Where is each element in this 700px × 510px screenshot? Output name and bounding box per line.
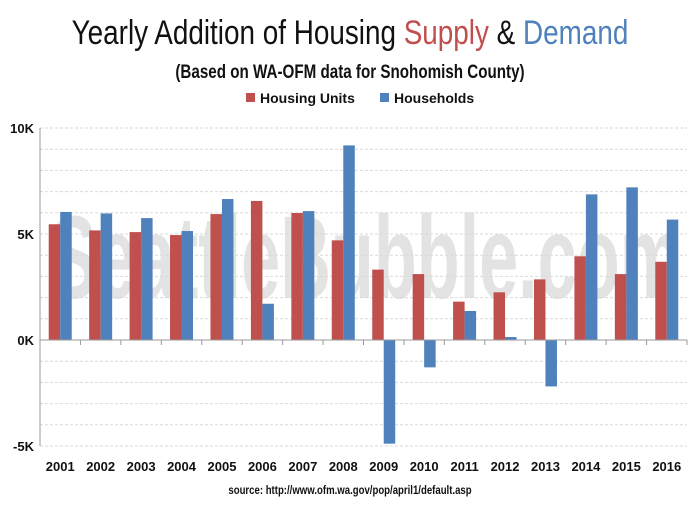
x-tick-label: 2013 bbox=[531, 459, 560, 474]
bar-households-2013 bbox=[545, 340, 557, 387]
y-tick-label: -5K bbox=[13, 439, 35, 454]
x-tick-label: 2007 bbox=[288, 459, 317, 474]
bar-households-2010 bbox=[424, 340, 436, 368]
y-tick-label: 0K bbox=[17, 333, 34, 348]
y-tick-label: 5K bbox=[17, 227, 34, 242]
y-tick-label: 10K bbox=[10, 121, 34, 136]
bar-housing-units-2002 bbox=[89, 230, 101, 340]
bar-households-2016 bbox=[666, 219, 679, 340]
x-tick-label: 2011 bbox=[450, 459, 478, 474]
x-tick-label: 2002 bbox=[86, 459, 115, 474]
bar-households-2008 bbox=[343, 145, 355, 340]
bar-housing-units-2010 bbox=[412, 274, 425, 340]
legend: Housing Units Households bbox=[246, 90, 474, 106]
bar-housing-units-2008 bbox=[331, 240, 344, 340]
bar-households-2011 bbox=[464, 310, 477, 340]
x-tick-label: 2001 bbox=[46, 459, 75, 474]
bar-housing-units-2007 bbox=[291, 213, 303, 340]
title-supply: Supply bbox=[404, 13, 490, 51]
x-tick-label: 2008 bbox=[329, 459, 358, 474]
bar-households-2012 bbox=[505, 337, 517, 340]
chart-subtitle: (Based on WA-OFM data for Snohomish Coun… bbox=[175, 60, 524, 82]
x-tick-label: 2004 bbox=[167, 459, 197, 474]
bar-households-2009 bbox=[383, 340, 396, 444]
bar-housing-units-2003 bbox=[129, 232, 142, 340]
x-tick-label: 2015 bbox=[612, 459, 641, 474]
title-demand: Demand bbox=[523, 13, 628, 51]
bar-housing-units-2001 bbox=[48, 224, 61, 340]
legend-label-households: Households bbox=[394, 90, 474, 106]
x-tick-label: 2012 bbox=[491, 459, 520, 474]
bar-households-2002 bbox=[100, 213, 113, 340]
x-tick-label: 2016 bbox=[652, 459, 681, 474]
x-tick-label: 2003 bbox=[127, 459, 156, 474]
source-note: source: http://www.ofm.wa.gov/pop/april1… bbox=[228, 484, 472, 497]
bar-housing-units-2005 bbox=[210, 214, 222, 340]
legend-swatch-households bbox=[380, 93, 389, 102]
legend-swatch-housing-units bbox=[246, 93, 255, 102]
bar-households-2007 bbox=[302, 211, 315, 340]
bar-households-2004 bbox=[181, 231, 194, 340]
bar-households-2006 bbox=[262, 303, 274, 340]
x-tick-label: 2005 bbox=[208, 459, 237, 474]
bar-housing-units-2016 bbox=[655, 261, 667, 340]
bar-households-2015 bbox=[626, 187, 638, 340]
x-tick-label: 2010 bbox=[410, 459, 439, 474]
x-tick-label: 2006 bbox=[248, 459, 277, 474]
bar-housing-units-2013 bbox=[533, 279, 546, 340]
bar-housing-units-2015 bbox=[614, 274, 627, 340]
x-tick-label: 2014 bbox=[571, 459, 601, 474]
bar-housing-units-2006 bbox=[250, 200, 263, 340]
bar-housing-units-2009 bbox=[372, 269, 384, 340]
bar-households-2001 bbox=[60, 211, 72, 340]
x-tick-label: 2009 bbox=[369, 459, 398, 474]
chart-title: Yearly Addition of Housing Supply & Dema… bbox=[72, 13, 629, 51]
legend-label-housing-units: Housing Units bbox=[260, 90, 355, 106]
bar-households-2005 bbox=[221, 199, 234, 340]
bar-housing-units-2012 bbox=[493, 292, 506, 340]
bar-households-2003 bbox=[141, 218, 153, 340]
bar-housing-units-2011 bbox=[453, 301, 465, 340]
bar-housing-units-2014 bbox=[574, 256, 586, 340]
bar-housing-units-2004 bbox=[170, 235, 182, 340]
bar-households-2014 bbox=[585, 194, 598, 340]
